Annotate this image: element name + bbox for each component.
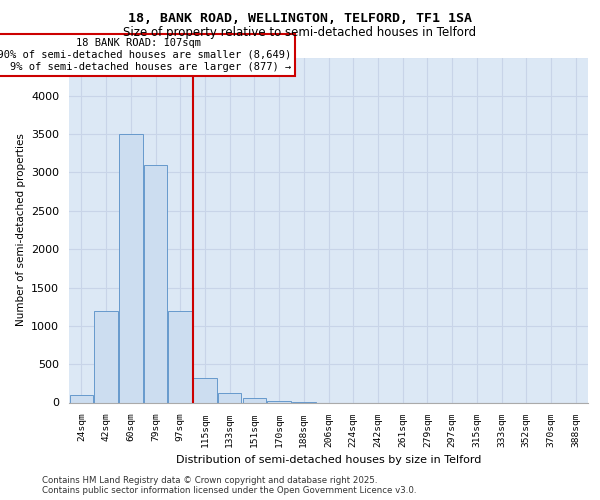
Bar — [268, 401, 291, 402]
Text: Contains HM Land Registry data © Crown copyright and database right 2025.
Contai: Contains HM Land Registry data © Crown c… — [42, 476, 416, 495]
Text: 18, BANK ROAD, WELLINGTON, TELFORD, TF1 1SA: 18, BANK ROAD, WELLINGTON, TELFORD, TF1 … — [128, 12, 472, 26]
Bar — [242, 398, 266, 402]
Bar — [144, 165, 167, 402]
Y-axis label: Number of semi-detached properties: Number of semi-detached properties — [16, 134, 26, 326]
Bar — [169, 310, 192, 402]
Bar — [193, 378, 217, 402]
Text: Size of property relative to semi-detached houses in Telford: Size of property relative to semi-detach… — [124, 26, 476, 39]
X-axis label: Distribution of semi-detached houses by size in Telford: Distribution of semi-detached houses by … — [176, 455, 481, 465]
Text: 18 BANK ROAD: 107sqm
← 90% of semi-detached houses are smaller (8,649)
    9% of: 18 BANK ROAD: 107sqm ← 90% of semi-detac… — [0, 38, 292, 72]
Bar — [94, 310, 118, 402]
Bar — [70, 395, 93, 402]
Bar — [119, 134, 143, 402]
Bar — [218, 394, 241, 402]
